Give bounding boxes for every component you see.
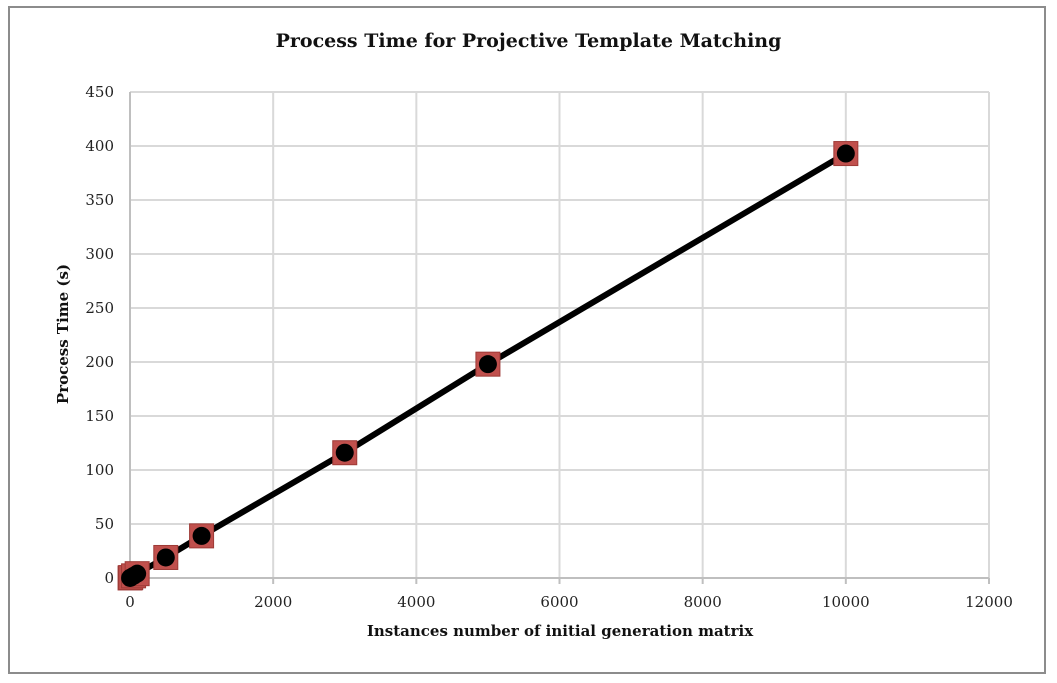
y-tick-label: 50 [95,515,114,533]
y-tick-label: 400 [85,137,114,155]
x-tick-label: 6000 [540,593,578,611]
y-tick-label: 0 [104,569,114,587]
y-tick-label: 100 [85,461,114,479]
y-tick-label: 150 [85,407,114,425]
y-tick-label: 450 [85,83,114,101]
data-point [128,564,147,583]
x-axis-title: Instances number of initial generation m… [366,622,754,640]
data-point [192,526,211,545]
x-tick-label: 2000 [254,593,292,611]
data-point [836,144,855,163]
chart-title: Process Time for Projective Template Mat… [275,30,782,52]
x-tick-label: 10000 [822,593,870,611]
y-tick-label: 300 [85,245,114,263]
axes [129,92,990,584]
data-point [335,443,354,462]
y-tick-label: 350 [85,191,114,209]
tick-labels: 0 50 100 150 200 250 300 350 400 450 0 2000 4000 6000… [85,83,1013,611]
x-tick-label: 12000 [965,593,1013,611]
data-point [478,355,497,374]
x-tick-label: 4000 [397,593,435,611]
series-group [117,141,859,591]
data-point [156,548,175,567]
y-tick-label: 250 [85,299,114,317]
y-tick-label: 200 [85,353,114,371]
x-tick-label: 0 [125,593,135,611]
x-tick-label: 8000 [684,593,722,611]
